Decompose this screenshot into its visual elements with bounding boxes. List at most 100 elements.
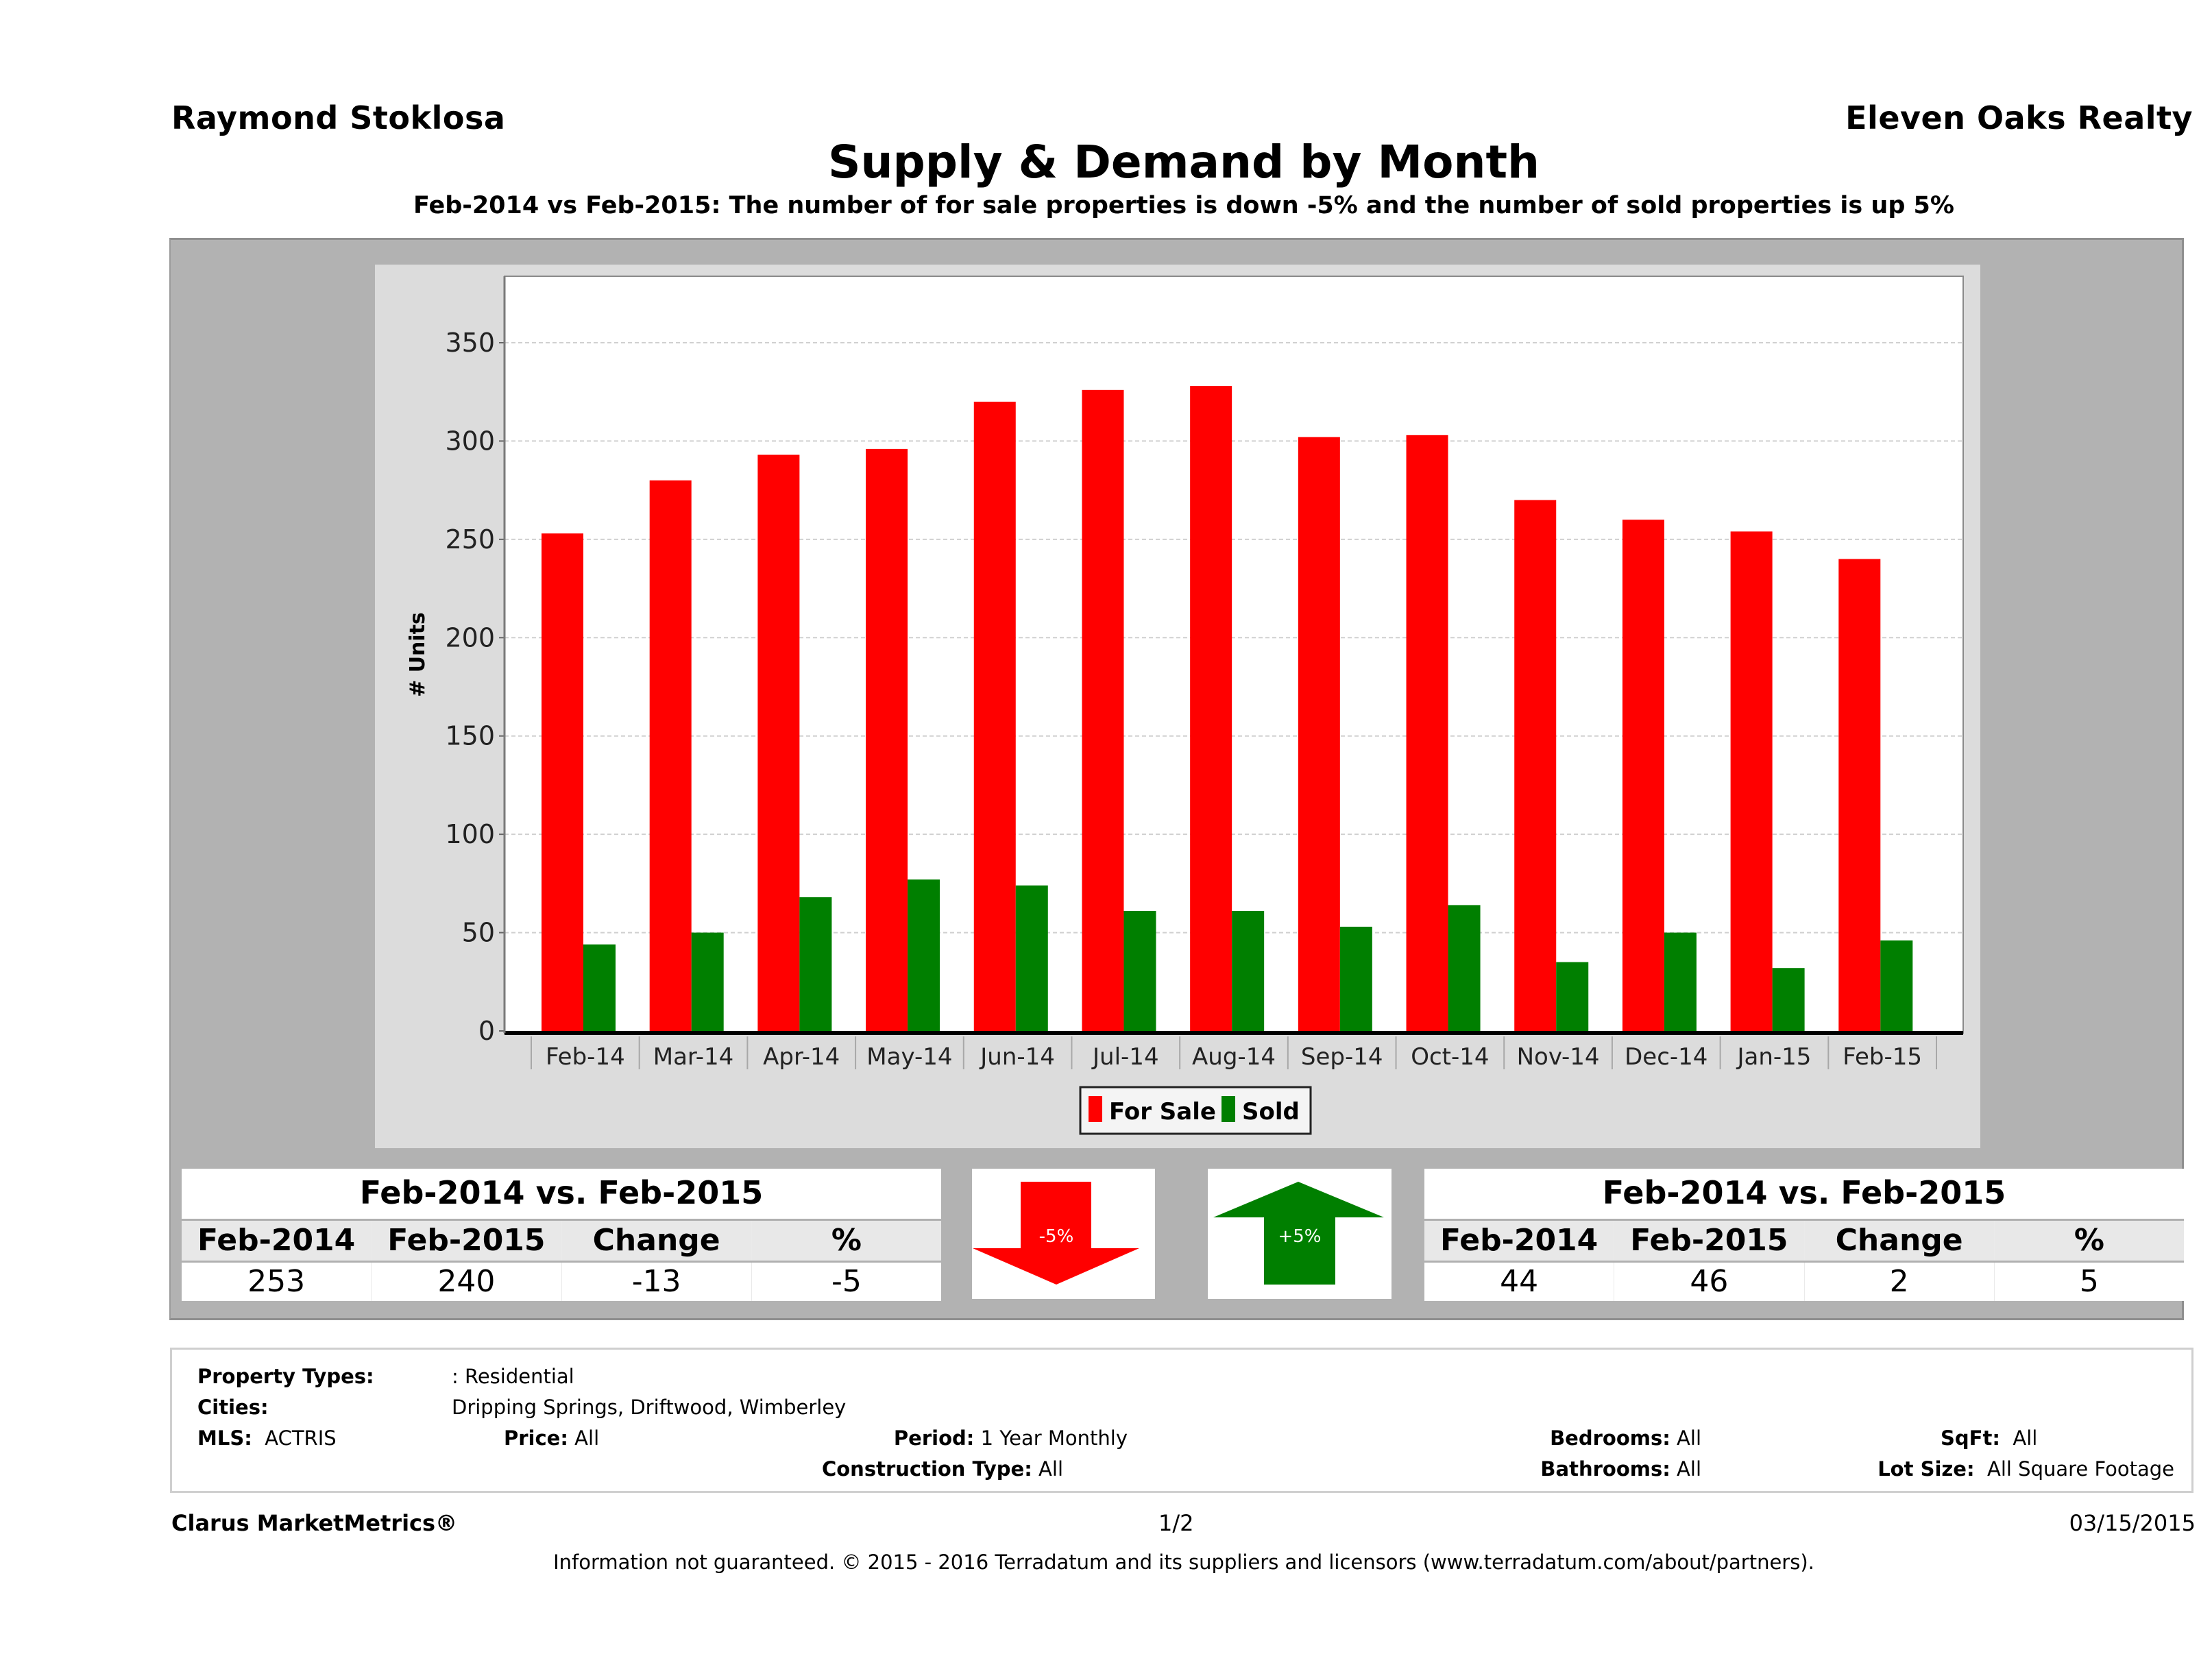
column-header: Feb-2015 xyxy=(372,1221,562,1261)
x-tick-label: Sep-14 xyxy=(1301,1043,1383,1071)
filter-value: All xyxy=(574,1426,600,1450)
for-sale-change-label: -5% xyxy=(1039,1226,1074,1247)
y-tick-label: 350 xyxy=(445,328,495,358)
bar-for-sale xyxy=(1082,389,1124,1031)
bar-sold xyxy=(1448,905,1481,1031)
table-row: 44 46 2 5 xyxy=(1424,1263,2184,1301)
column-header: Change xyxy=(562,1221,752,1261)
table-cell: 2 xyxy=(1805,1263,1995,1301)
filter-mls: MLS: ACTRIS xyxy=(197,1426,337,1450)
filter-bathrooms: Bathrooms: All xyxy=(1540,1457,1701,1481)
arrow-down-icon xyxy=(973,1182,1139,1285)
table-header-row: Feb-2014 Feb-2015 Change % xyxy=(182,1219,941,1263)
filter-bedrooms: Bedrooms: All xyxy=(1550,1426,1701,1450)
page-subtitle: Feb-2014 vs Feb-2015: The number of for … xyxy=(413,192,1954,219)
x-tick-label: Feb-15 xyxy=(1843,1043,1922,1071)
bar-sold xyxy=(1664,932,1697,1031)
bar-for-sale xyxy=(1298,437,1340,1031)
filter-period: Period: 1 Year Monthly xyxy=(894,1426,1128,1450)
agent-name: Raymond Stoklosa xyxy=(171,99,506,136)
bar-sold xyxy=(1772,968,1805,1031)
bar-sold xyxy=(1880,940,1913,1031)
table-row: 253 240 -13 -5 xyxy=(182,1263,941,1301)
legend-label-for-sale: For Sale xyxy=(1109,1098,1216,1126)
x-tick-label: May-14 xyxy=(866,1043,952,1071)
filter-label: Lot Size: xyxy=(1877,1457,1975,1481)
legend: For Sale Sold xyxy=(1079,1086,1312,1135)
disclaimer: Information not guaranteed. © 2015 - 201… xyxy=(553,1551,1814,1574)
bar-sold xyxy=(1556,962,1589,1031)
filter-label: MLS: xyxy=(197,1426,252,1450)
filter-label: Bedrooms: xyxy=(1550,1426,1670,1450)
filter-label: Cities: xyxy=(197,1396,269,1419)
y-tick-label: 100 xyxy=(445,819,495,849)
filter-value: All xyxy=(1038,1457,1063,1481)
y-tick-label: 0 xyxy=(478,1016,495,1046)
column-header: % xyxy=(831,1223,862,1258)
filter-property-types-value: : Residential xyxy=(452,1365,574,1388)
bar-sold xyxy=(1123,911,1156,1031)
bar-for-sale xyxy=(649,480,692,1031)
bar-sold xyxy=(799,897,832,1031)
y-tick-label: 200 xyxy=(445,622,495,653)
table-cell: 44 xyxy=(1424,1263,1615,1301)
filter-value: All xyxy=(1677,1426,1701,1450)
bar-sold xyxy=(583,944,616,1031)
y-tick-label: 250 xyxy=(445,524,495,555)
x-axis-ticks: Feb-14 Mar-14 Apr-14 May-14 Jun-14 Jul-14 Aug-… xyxy=(531,1036,1937,1071)
filter-value: All xyxy=(2013,1426,2038,1450)
bar-for-sale xyxy=(542,533,583,1031)
table-cell: 240 xyxy=(372,1263,562,1301)
filter-construction-type: Construction Type: All xyxy=(822,1457,1063,1481)
table-cell: 253 xyxy=(182,1263,372,1301)
y-tick-label: 150 xyxy=(445,721,495,751)
bar-for-sale xyxy=(1730,531,1773,1031)
filter-value: All xyxy=(1677,1457,1701,1481)
for-sale-comparison-table: Feb-2014 vs. Feb-2015 Feb-2014 Feb-2015 … xyxy=(182,1169,941,1301)
bar-sold xyxy=(1015,885,1048,1031)
filter-label: Period: xyxy=(893,1426,975,1450)
bar-sold xyxy=(908,879,940,1031)
x-tick-label: Dec-14 xyxy=(1625,1043,1707,1071)
filter-label: Property Types: xyxy=(197,1365,374,1388)
sold-change-label: +5% xyxy=(1278,1226,1321,1247)
x-tick-label: Feb-14 xyxy=(546,1043,625,1071)
column-header: Change xyxy=(1805,1221,1995,1261)
y-tick-label: 50 xyxy=(462,918,495,948)
column-header: Feb-2015 xyxy=(1614,1221,1805,1261)
table-header-row: Feb-2014 Feb-2015 Change % xyxy=(1424,1219,2184,1263)
x-tick-label: Jan-15 xyxy=(1736,1043,1811,1071)
filter-cities-value: Dripping Springs, Driftwood, Wimberley xyxy=(452,1396,847,1419)
table-cell: 46 xyxy=(1614,1263,1805,1301)
column-header: % xyxy=(2074,1223,2104,1258)
bar-for-sale xyxy=(1406,435,1448,1031)
arrow-up-icon xyxy=(1213,1182,1384,1285)
filter-cities-label: Cities: xyxy=(197,1396,269,1419)
bar-sold xyxy=(1232,911,1265,1031)
bar-for-sale xyxy=(757,454,800,1031)
bar-for-sale xyxy=(866,448,908,1031)
filter-label: Price: xyxy=(504,1426,568,1450)
table-cell: -13 xyxy=(562,1263,752,1301)
bar-for-sale xyxy=(1838,559,1881,1031)
x-tick-label: Jul-14 xyxy=(1091,1043,1159,1071)
report-filters: Property Types: : Residential Cities: Dr… xyxy=(170,1348,2193,1493)
bar-for-sale xyxy=(1622,520,1664,1031)
footer-brand: Clarus MarketMetrics® xyxy=(171,1510,458,1536)
x-tick-label: Nov-14 xyxy=(1517,1043,1600,1071)
bar-for-sale xyxy=(973,402,1016,1031)
plot-area xyxy=(504,276,1964,1034)
filter-label: Construction Type: xyxy=(821,1457,1032,1481)
legend-label-sold: Sold xyxy=(1242,1098,1300,1126)
report-date: 03/15/2015 xyxy=(2069,1510,2196,1536)
x-tick-label: Mar-14 xyxy=(653,1043,734,1071)
table-title: Feb-2014 vs. Feb-2015 xyxy=(1424,1169,2184,1217)
filter-lot-size: Lot Size: All Square Footage xyxy=(1877,1457,2174,1481)
y-axis-ticks: 0 50 100 150 200 250 300 350 xyxy=(445,328,505,1046)
column-header: Feb-2014 xyxy=(182,1221,372,1261)
bar-for-sale xyxy=(1514,500,1557,1031)
filter-sqft: SqFt: All xyxy=(1941,1426,2037,1450)
x-tick-label: Aug-14 xyxy=(1192,1043,1276,1071)
filter-price: Price: All xyxy=(504,1426,599,1450)
page-title: Supply & Demand by Month xyxy=(827,136,1540,189)
